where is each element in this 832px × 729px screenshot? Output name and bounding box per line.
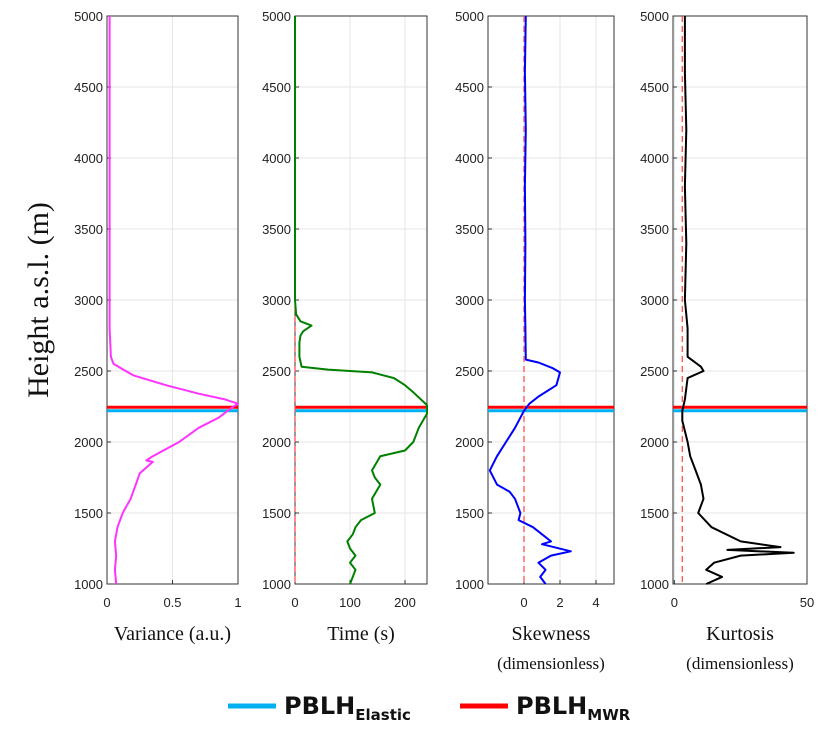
x-axis-sublabel: (dimensionless) bbox=[497, 654, 605, 673]
y-tick-label: 1000 bbox=[455, 577, 484, 592]
x-tick-label: 1 bbox=[234, 595, 241, 610]
panel-2: 1000 1500 2000 2500 3000 3500 4000 4500 5000 0 100… bbox=[262, 9, 428, 645]
x-tick-label: 100 bbox=[339, 595, 361, 610]
panel-4: 1000 1500 2000 2500 3000 3500 4000 4500 5000 0 50 K… bbox=[640, 9, 814, 673]
x-tick-label: 0 bbox=[671, 595, 678, 610]
y-tick-label: 2000 bbox=[74, 435, 103, 450]
series-line bbox=[108, 16, 239, 585]
y-tick-label: 2500 bbox=[262, 364, 291, 379]
x-tick-label: 0 bbox=[291, 595, 298, 610]
x-tick-label: 50 bbox=[800, 595, 814, 610]
legend-item-1: PBLHElastic bbox=[228, 692, 411, 724]
x-tick-label: 0 bbox=[520, 595, 527, 610]
series-line bbox=[681, 16, 795, 585]
series-line bbox=[488, 15, 572, 585]
y-tick-label: 4000 bbox=[262, 151, 291, 166]
legend-label-subscript: Elastic bbox=[355, 706, 411, 724]
y-tick-label: 1500 bbox=[640, 506, 669, 521]
y-tick-label: 3000 bbox=[640, 293, 669, 308]
x-tick-label: 0 bbox=[103, 595, 110, 610]
legend-item-2: PBLHMWR bbox=[460, 692, 631, 724]
y-tick-label: 5000 bbox=[262, 9, 291, 24]
x-tick-label: 4 bbox=[592, 595, 599, 610]
panel-3: 1000 1500 2000 2500 3000 3500 4000 4500 5000 0 2 4S… bbox=[455, 9, 615, 673]
x-tick-label: 200 bbox=[394, 595, 416, 610]
y-tick-label: 1000 bbox=[640, 577, 669, 592]
y-tick-label: 2500 bbox=[74, 364, 103, 379]
x-axis-label: Variance (a.u.) bbox=[114, 623, 231, 645]
y-tick-label: 3000 bbox=[455, 293, 484, 308]
legend-label-subscript: MWR bbox=[587, 706, 630, 724]
y-axis-label: Height a.s.l. (m) bbox=[22, 202, 55, 398]
y-tick-label: 4500 bbox=[455, 80, 484, 95]
y-tick-label: 2000 bbox=[640, 435, 669, 450]
y-tick-label: 5000 bbox=[455, 9, 484, 24]
y-tick-label: 3500 bbox=[262, 222, 291, 237]
y-tick-label: 3000 bbox=[262, 293, 291, 308]
y-tick-label: 3500 bbox=[455, 222, 484, 237]
y-tick-label: 5000 bbox=[74, 9, 103, 24]
legend: PBLHElastic PBLHMWR bbox=[228, 692, 631, 724]
series-line bbox=[294, 16, 428, 585]
y-tick-label: 3500 bbox=[640, 222, 669, 237]
y-tick-label: 1500 bbox=[74, 506, 103, 521]
legend-label-base: PBLH bbox=[516, 692, 587, 720]
y-tick-label: 2500 bbox=[640, 364, 669, 379]
y-tick-label: 4000 bbox=[74, 151, 103, 166]
x-axis-sublabel: (dimensionless) bbox=[686, 654, 794, 673]
y-tick-label: 4500 bbox=[262, 80, 291, 95]
y-tick-label: 5000 bbox=[640, 9, 669, 24]
x-axis-label: Time (s) bbox=[327, 623, 395, 645]
legend-label: PBLHMWR bbox=[516, 692, 631, 724]
legend-label-base: PBLH bbox=[284, 692, 355, 720]
y-tick-label: 2000 bbox=[455, 435, 484, 450]
y-tick-label: 1500 bbox=[455, 506, 484, 521]
x-axis-label: Kurtosis bbox=[706, 623, 774, 645]
y-tick-label: 4500 bbox=[74, 80, 103, 95]
y-tick-label: 4000 bbox=[455, 151, 484, 166]
legend-label: PBLHElastic bbox=[284, 692, 411, 724]
x-tick-label: 2 bbox=[556, 595, 563, 610]
panel-1: 1000 1500 2000 2500 3000 3500 4000 4500 5000 0 0.5… bbox=[74, 9, 242, 645]
y-tick-label: 3000 bbox=[74, 293, 103, 308]
x-tick-label: 0.5 bbox=[163, 595, 181, 610]
y-tick-label: 1000 bbox=[262, 577, 291, 592]
y-tick-label: 4000 bbox=[640, 151, 669, 166]
y-tick-label: 1000 bbox=[74, 577, 103, 592]
y-tick-label: 4500 bbox=[640, 80, 669, 95]
y-tick-label: 2500 bbox=[455, 364, 484, 379]
y-tick-label: 3500 bbox=[74, 222, 103, 237]
x-axis-label: Skewness bbox=[512, 623, 591, 645]
y-tick-label: 2000 bbox=[262, 435, 291, 450]
y-tick-label: 1500 bbox=[262, 506, 291, 521]
